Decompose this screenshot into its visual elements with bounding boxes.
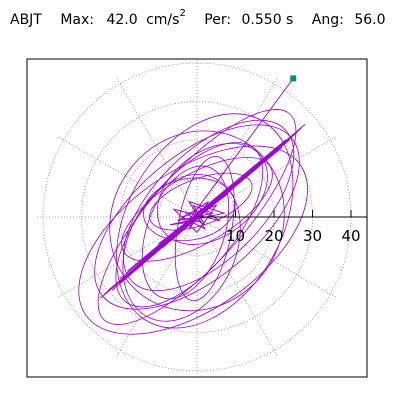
peak-marker: [290, 75, 297, 82]
station-code: ABJT: [10, 11, 42, 28]
max-unit: cm/s: [146, 11, 180, 28]
radial-tick-labels: 10 20 30 40: [226, 227, 361, 245]
max-value: 42.0: [106, 11, 138, 28]
orbit-loop: [94, 124, 300, 310]
max-unit-exponent: 2: [179, 8, 186, 19]
ang-label: Ang:: [311, 11, 344, 28]
radial-axis: [197, 210, 367, 218]
orbit-loop: [156, 142, 268, 245]
orbit-loop: [116, 113, 294, 329]
orbit-loop: [143, 177, 236, 242]
radial-tick-label: 40: [341, 227, 360, 245]
header: ABJT Max: 42.0 cm/s2 Per: 0.550 s Ang: 5…: [10, 8, 386, 36]
orbit-loop: [122, 173, 241, 322]
trace-layer: [78, 78, 308, 335]
per-label: Per:: [204, 11, 232, 28]
orbit-loop: [78, 145, 308, 335]
ang-value: 56.0: [354, 11, 386, 28]
core-cluster-trace: [169, 200, 226, 234]
orbit-loop: [122, 119, 295, 292]
radial-tick-label: 30: [303, 227, 322, 245]
per-value: 0.550 s: [241, 11, 294, 28]
orbit-loop: [109, 130, 285, 312]
orbit-loop: [141, 165, 230, 300]
radial-tick-label: 10: [226, 227, 245, 245]
orbit-loop: [149, 172, 253, 231]
max-label: Max:: [60, 11, 94, 28]
radial-tick-label: 20: [264, 227, 283, 245]
